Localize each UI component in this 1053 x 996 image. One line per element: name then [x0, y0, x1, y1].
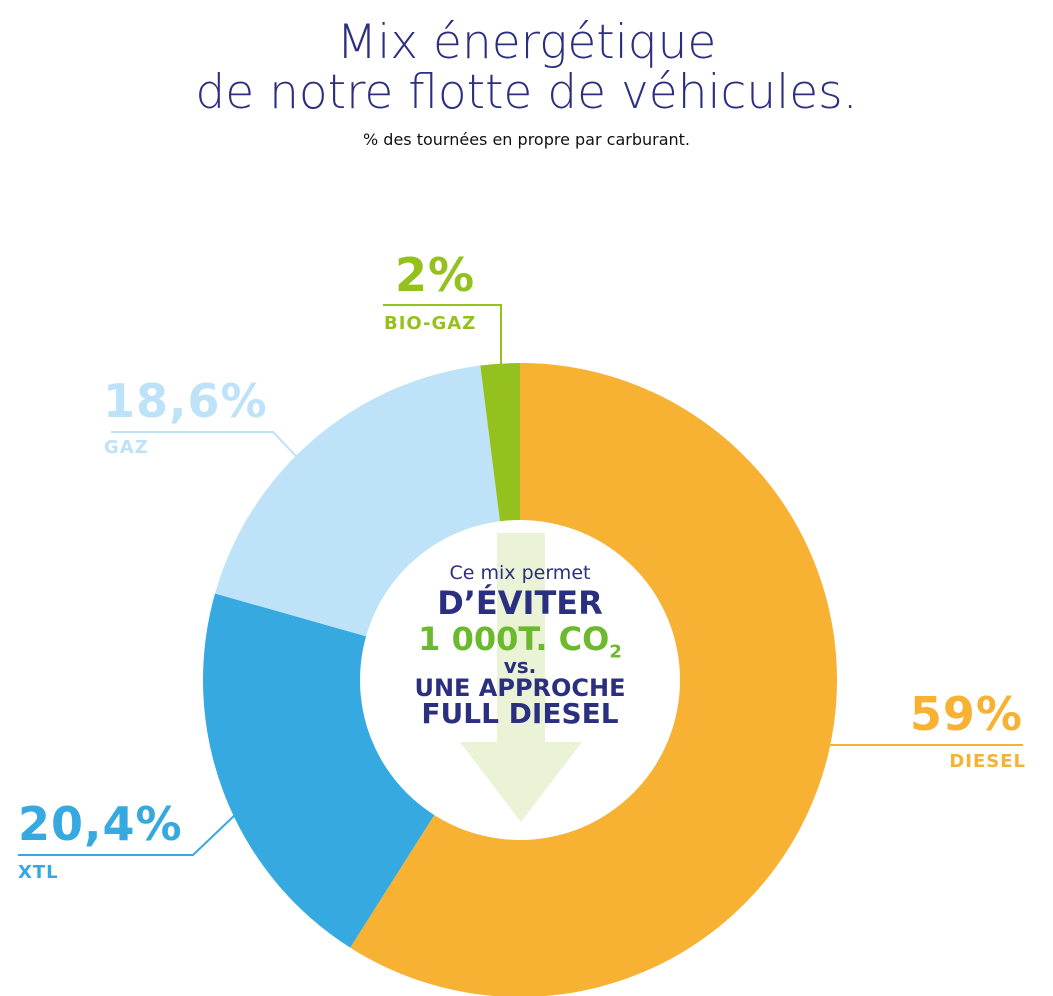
label-diesel-name: DIESEL	[949, 751, 1026, 772]
label-diesel-value: 59%	[909, 687, 1023, 741]
chart-subtitle: % des tournées en propre par carburant.	[363, 130, 690, 149]
leader-gaz	[111, 431, 297, 457]
chart-title-line2: de notre flotte de véhicules.	[195, 65, 858, 120]
label-biogaz-name: BIO-GAZ	[384, 313, 477, 334]
leader-biogaz	[383, 304, 502, 366]
center-line1: Ce mix permet	[449, 562, 591, 584]
down-arrow-icon	[460, 533, 582, 822]
center-line4: vs.	[503, 654, 537, 678]
label-xtl-name: XTL	[18, 862, 59, 883]
leader-xtl	[18, 813, 237, 856]
label-xtl-value: 20,4%	[18, 797, 183, 851]
label-biogaz-value: 2%	[395, 248, 476, 302]
center-line3: 1 000T. CO2	[360, 620, 680, 662]
center-co2: 1 000T. CO	[418, 620, 610, 658]
center-line6: FULL DIESEL	[421, 697, 619, 730]
center-line5: UNE APPROCHE	[414, 674, 626, 702]
center-co2-subscript: 2	[609, 641, 622, 663]
label-gaz-name: GAZ	[104, 437, 149, 458]
center-line2: D’ÉVITER	[437, 584, 603, 622]
chart-title-line1: Mix énergétique	[336, 15, 717, 70]
label-gaz-value: 18,6%	[103, 374, 268, 428]
